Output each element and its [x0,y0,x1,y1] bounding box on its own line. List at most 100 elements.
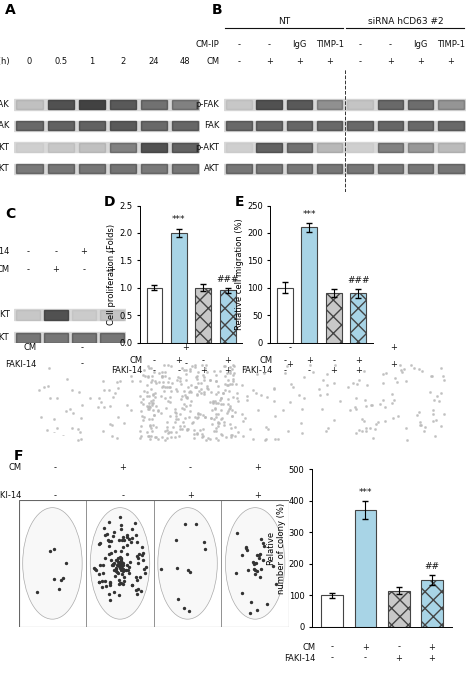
Point [158,371,165,382]
Point [323,369,330,379]
Point [228,410,235,421]
Point [216,366,223,377]
Bar [16,100,42,109]
Text: CM: CM [0,265,10,274]
Point [199,428,206,439]
Point [91,564,98,575]
Point [217,404,224,415]
Point [190,425,197,436]
Point [243,395,251,406]
Point [164,427,171,438]
Bar [141,100,167,109]
Point [219,413,226,424]
Bar [322,595,343,627]
Point [166,392,174,403]
Point [151,387,158,398]
Point [204,384,211,395]
Point [139,393,147,404]
Bar [141,142,167,152]
Point [163,424,171,435]
Point [166,397,173,408]
Point [323,388,331,399]
Bar [172,142,198,152]
Point [103,580,110,591]
Point [203,366,211,377]
Point [228,411,235,422]
Point [181,412,189,423]
Point [137,390,144,401]
Bar [347,121,373,130]
Point [103,529,110,540]
Point [286,397,294,408]
Point [241,362,249,373]
Point [198,377,205,388]
Point [219,388,227,399]
Point [137,397,144,408]
Point [232,407,239,418]
Point [352,401,359,412]
Point [438,421,445,432]
Point [139,547,147,558]
Bar [408,142,433,152]
Point [260,367,267,378]
Point [380,377,387,388]
Point [172,413,179,424]
Point [188,360,195,371]
Point [125,561,132,572]
Point [149,389,157,400]
Point [212,403,219,414]
Point [272,579,279,590]
Bar [355,510,377,627]
Point [223,408,231,419]
Point [245,564,252,575]
Bar [256,164,282,173]
Point [352,427,360,438]
Point [106,594,113,605]
Bar [256,121,282,130]
Bar [347,100,373,109]
Bar [317,142,343,152]
Point [440,375,447,386]
Point [222,432,230,443]
Point [138,550,145,561]
Text: -: - [237,40,240,49]
Point [289,382,296,393]
Bar [326,293,342,342]
Point [99,426,106,437]
Point [404,434,411,445]
Point [95,392,103,403]
Point [194,411,202,422]
Point [223,379,231,390]
Point [178,390,185,401]
Bar [317,164,343,173]
Text: +: + [266,57,273,66]
Point [323,380,331,391]
Point [116,563,124,574]
Point [147,384,154,395]
Point [54,393,61,404]
Point [417,419,425,430]
Point [128,523,135,534]
Point [416,416,424,427]
Point [165,427,173,438]
Bar [438,142,464,152]
Point [138,411,146,422]
Point [105,516,113,527]
Point [133,589,141,600]
Point [161,393,169,403]
Bar [16,142,42,152]
Point [164,432,171,443]
Point [214,380,221,391]
Point [112,565,120,576]
Point [98,397,105,408]
Point [241,412,249,423]
Point [330,414,337,425]
Point [355,425,363,436]
Point [201,362,209,373]
Point [206,375,213,386]
Point [158,366,166,377]
Point [300,371,308,382]
Point [207,412,215,423]
Text: CM (h): CM (h) [0,57,9,66]
Text: CM: CM [129,356,142,365]
